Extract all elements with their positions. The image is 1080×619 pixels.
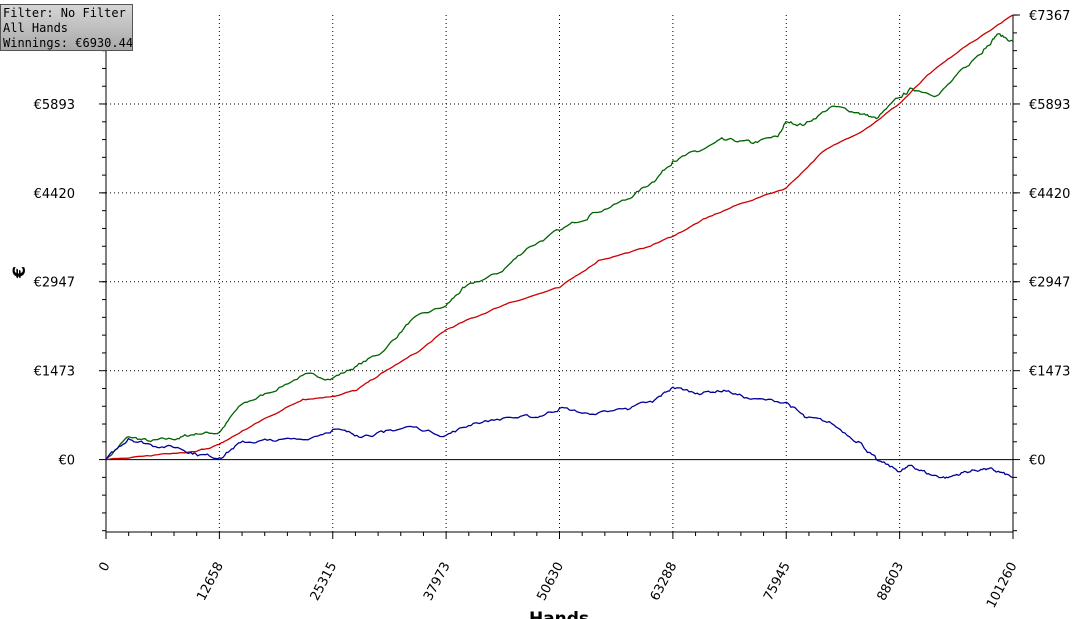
hands-label: All Hands (3, 21, 69, 35)
winnings-label: Winnings: €6930.44 (3, 36, 133, 50)
y-tick-label-left: €2947 (34, 276, 75, 291)
y-tick-label-left: €5893 (34, 98, 75, 113)
x-tick-label: 50630 (534, 560, 567, 604)
x-tick-label: 75945 (761, 560, 794, 604)
x-tick-label: 25315 (308, 560, 341, 604)
series-lines (105, 14, 1014, 479)
y-tick-label-right: €0 (1029, 454, 1046, 469)
y-tick-label-right: €2947 (1029, 276, 1070, 291)
series-line-2 (105, 386, 1014, 479)
y-tick-label-left: €1473 (34, 365, 75, 380)
axes (99, 14, 1020, 539)
y-tick-label-left: €0 (58, 454, 75, 469)
series-line-0 (105, 33, 1014, 461)
y-axis-title: € (10, 266, 30, 279)
y-tick-label-right: €7367 (1029, 9, 1070, 24)
series-line-1 (105, 14, 1014, 461)
y-tick-label-left: €4420 (34, 187, 75, 202)
x-tick-label: 101260 (984, 560, 1021, 611)
filter-label: Filter: No Filter (3, 6, 126, 20)
x-tick-label: 37973 (421, 560, 454, 604)
y-tick-label-right: €1473 (1029, 365, 1070, 380)
x-axis-title: Hands (529, 609, 589, 619)
filter-info-box: Filter: No Filter All Hands Winnings: €6… (0, 4, 133, 51)
x-tick-label: 88603 (875, 560, 908, 604)
y-tick-label-right: €4420 (1029, 187, 1070, 202)
x-tick-label: 0 (96, 560, 113, 574)
y-tick-label-right: €5893 (1029, 98, 1070, 113)
tick-labels: 0 12658 25315 37973 50630 63288 75945 88603 1012… (34, 9, 1071, 611)
grid-lines (106, 15, 1013, 532)
x-tick-label: 12658 (194, 560, 227, 604)
x-tick-label: 63288 (648, 560, 681, 604)
